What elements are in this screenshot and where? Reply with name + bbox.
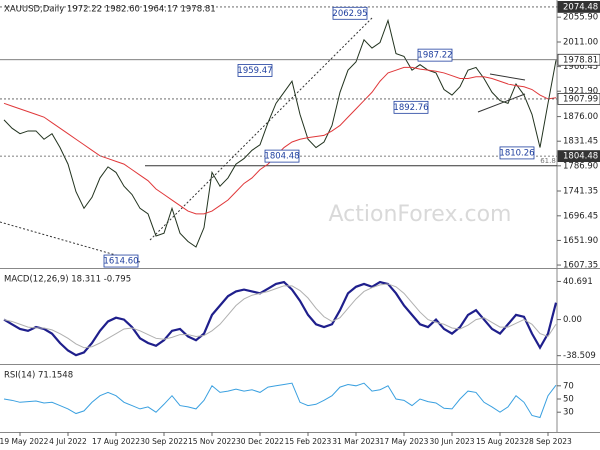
level-label: 1907.99 bbox=[563, 94, 598, 104]
y-tick-label: 2055.90 bbox=[563, 13, 598, 23]
y-tick-label: -38.509 bbox=[563, 351, 596, 361]
level-label-box bbox=[557, 150, 600, 163]
y-tick-label: 50 bbox=[563, 395, 574, 405]
y-tick-label: 70 bbox=[563, 381, 574, 391]
level-label-box bbox=[557, 93, 600, 105]
annotation-box bbox=[332, 6, 368, 20]
channel-line bbox=[489, 73, 526, 81]
panel-title: MACD(12,26,9) 18.311 -0.795 bbox=[4, 275, 131, 285]
panel-title: XAUUSD,Daily 1972.22 1982.60 1964.17 197… bbox=[4, 5, 216, 15]
panel-title: RSI(14) 71.1548 bbox=[4, 371, 73, 381]
y-tick-label: 1696.45 bbox=[563, 211, 598, 221]
y-tick-label: 30 bbox=[563, 408, 574, 418]
annotation-box bbox=[393, 100, 429, 114]
y-tick-label: 40.691 bbox=[563, 277, 593, 287]
trend-line bbox=[149, 17, 373, 241]
x-tick-label: 30 Dec 2022 bbox=[236, 437, 284, 446]
level-label-box bbox=[557, 53, 600, 66]
x-tick-label: 28 Sep 2023 bbox=[524, 437, 572, 446]
annotation-label: 1804.48 bbox=[264, 152, 299, 162]
y-tick-label: 2011.00 bbox=[563, 37, 598, 47]
annotation-box bbox=[499, 146, 535, 160]
level-label: 1804.48 bbox=[563, 152, 598, 162]
annotation-box bbox=[103, 254, 139, 268]
channel-line bbox=[477, 93, 526, 113]
series-line bbox=[3, 280, 558, 357]
y-tick-label: 1921.90 bbox=[563, 87, 598, 97]
x-tick-label: 15 Nov 2022 bbox=[188, 437, 236, 446]
annotation-label: 1614.60 bbox=[103, 257, 138, 267]
annotation-label: 1959.47 bbox=[237, 66, 272, 76]
annotation-label: 2062.95 bbox=[332, 9, 367, 19]
series-line bbox=[3, 283, 557, 349]
level-label: 2074.48 bbox=[563, 2, 598, 12]
annotation-label: 1810.26 bbox=[499, 148, 534, 158]
x-tick-label: 15 Feb 2023 bbox=[285, 437, 332, 446]
y-tick-label: 1786.90 bbox=[563, 161, 598, 171]
y-tick-label: 1966.45 bbox=[563, 62, 598, 72]
annotation-box bbox=[237, 64, 273, 77]
annotation-label: 1892.76 bbox=[393, 103, 428, 113]
annotation-label: 1987.22 bbox=[417, 51, 452, 61]
level-label: 1978.81 bbox=[563, 55, 598, 65]
level-label-box bbox=[557, 1, 600, 13]
series-line bbox=[3, 382, 557, 419]
watermark: ActionForex.com bbox=[329, 202, 512, 227]
x-tick-label: 15 Aug 2023 bbox=[476, 437, 524, 446]
x-tick-label: 17 Aug 2022 bbox=[92, 437, 140, 446]
x-tick-label: 31 Mar 2023 bbox=[332, 437, 380, 446]
annotation-box bbox=[417, 48, 453, 62]
y-tick-label: 1607.35 bbox=[563, 261, 598, 271]
y-tick-label: 1876.00 bbox=[563, 112, 598, 122]
annotation-box bbox=[264, 149, 300, 163]
y-tick-label: 0.00 bbox=[563, 315, 582, 325]
x-tick-label: 30 Sep 2022 bbox=[140, 437, 188, 446]
y-tick-label: 1741.35 bbox=[563, 186, 598, 196]
x-tick-label: 17 May 2023 bbox=[380, 437, 429, 446]
x-tick-label: 4 Jul 2022 bbox=[49, 437, 87, 446]
x-tick-label: 19 May 2022 bbox=[0, 437, 49, 446]
fib-label: 61.8 bbox=[540, 157, 556, 165]
y-tick-label: 1831.45 bbox=[563, 137, 598, 147]
y-tick-label: 1651.90 bbox=[563, 236, 598, 246]
x-tick-label: 30 Jun 2023 bbox=[429, 437, 474, 446]
